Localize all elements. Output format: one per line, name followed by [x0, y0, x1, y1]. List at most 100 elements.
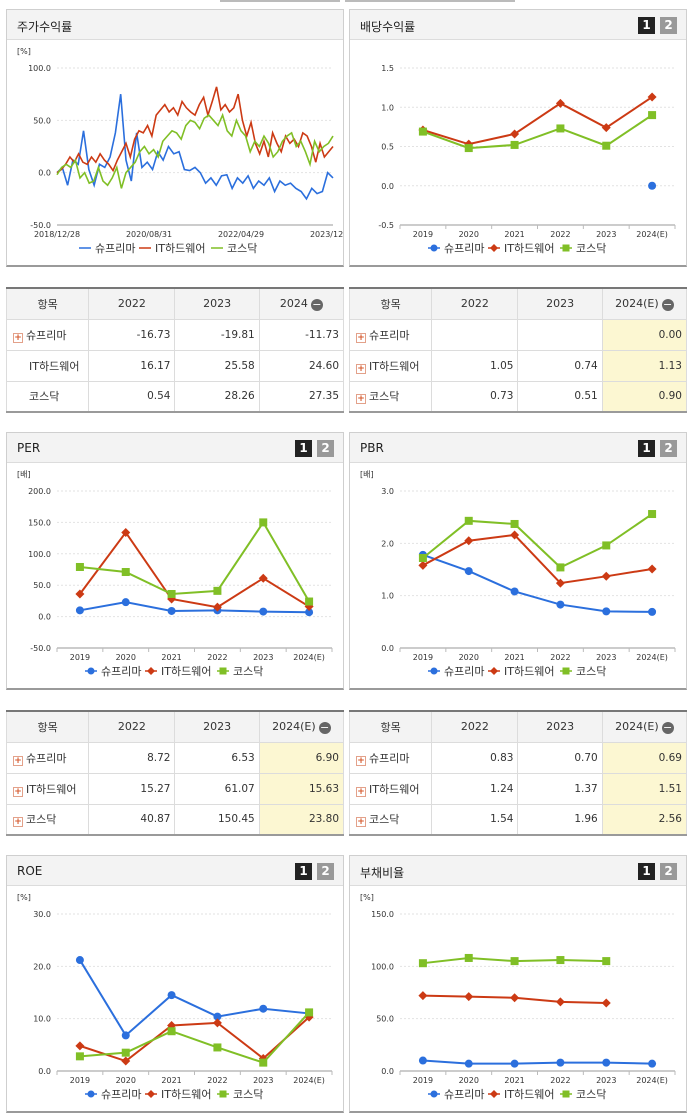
expand-plus-icon[interactable]: +	[356, 817, 366, 828]
y-tick-label: 0.0	[38, 613, 51, 622]
data-point	[305, 597, 314, 606]
expand-plus-icon[interactable]: +	[13, 755, 23, 766]
debt-ratio-panel: 부채비율 1 2 [%] 150.0 100.0 50.0 0.0 2019 2020 202…	[349, 855, 687, 1113]
column-header: 항목	[5, 287, 90, 320]
data-point	[555, 578, 565, 588]
tab-button-1[interactable]: 1	[638, 863, 655, 880]
column-header: 2024(E) −	[601, 287, 688, 320]
table-cell: 0.90	[601, 380, 688, 413]
data-point	[418, 553, 427, 562]
expand-plus-icon[interactable]: +	[356, 394, 366, 405]
panel-title: PBR	[360, 441, 384, 455]
panel-header: 배당수익률 1 2	[350, 10, 686, 40]
data-point	[556, 600, 565, 609]
data-point	[259, 1004, 268, 1013]
collapse-minus-icon[interactable]: −	[310, 297, 323, 311]
data-point	[647, 564, 657, 574]
table-cell: 0.54	[88, 380, 176, 413]
data-point	[510, 957, 519, 966]
tab-button-1[interactable]: 1	[295, 440, 312, 457]
collapse-minus-icon[interactable]: −	[661, 297, 674, 311]
row-label-text: 코스닥	[369, 813, 400, 827]
legend-marker	[490, 667, 498, 675]
panel-title: ROE	[17, 864, 43, 878]
column-header-label: 2023	[203, 297, 232, 311]
expand-plus-icon[interactable]: +	[356, 332, 366, 343]
x-tick-label: 2023/12/28	[310, 230, 343, 239]
x-tick-label: 2022	[207, 1076, 227, 1085]
collapse-minus-icon[interactable]: −	[661, 720, 674, 734]
data-point	[556, 956, 565, 965]
table-cell: 16.17	[88, 349, 176, 382]
expand-plus-icon[interactable]: +	[13, 332, 23, 343]
row-label: + IT하드웨어	[348, 349, 433, 382]
y-tick-label: 10.0	[33, 1015, 51, 1024]
table-cell: 61.07	[174, 772, 260, 805]
column-header-label: 2023	[546, 720, 575, 734]
data-point	[418, 560, 428, 570]
tab-button-2[interactable]: 2	[660, 17, 677, 34]
data-point	[510, 530, 520, 540]
table-cell: 25.58	[174, 349, 260, 382]
expand-plus-icon[interactable]: +	[356, 786, 366, 797]
dividend-table: 항목 2022 2023 2024(E) − + 슈프리마 0.00 + IT하드웨어 1.05 0.…	[348, 287, 688, 413]
series-line	[422, 1059, 653, 1065]
x-tick-label: 2024(E)	[293, 653, 325, 662]
y-tick-label: 150.0	[371, 910, 394, 919]
stock-return-table: 항목 2022 2023 2024− + 슈프리마 -16.73 -19.81 -11.73 IT…	[5, 287, 345, 413]
data-point	[556, 124, 565, 133]
legend-label: 슈프리마	[101, 665, 141, 678]
y-tick-label: 50.0	[33, 581, 51, 590]
row-label: + 코스닥	[5, 803, 90, 836]
tab-button-2[interactable]: 2	[317, 863, 334, 880]
table-row: + 슈프리마 8.72 6.53 6.90	[5, 741, 345, 774]
data-point	[212, 1018, 222, 1028]
roe-chart: [%]30.0 20.0 10.0 0.0 2019 2020 2021 2022 2023 20…	[17, 893, 333, 1101]
tab-button-2[interactable]: 2	[317, 440, 334, 457]
row-label-text: 슈프리마	[369, 328, 410, 342]
legend-label: IT하드웨어	[504, 664, 554, 678]
data-point	[167, 594, 177, 604]
table-header-row: 항목 2022 2023 2024(E) −	[5, 710, 345, 743]
legend-marker	[87, 1090, 95, 1098]
data-point	[121, 527, 131, 537]
x-tick-label: 2020/08/31	[126, 230, 172, 239]
per-panel: PER 1 2 [배] 200.0 150.0 100.0 50.0 0.0 -50.0 20…	[6, 432, 344, 690]
tab-button-2[interactable]: 2	[660, 440, 677, 457]
row-label-text: 코스닥	[26, 813, 57, 827]
x-tick-label: 2020	[459, 653, 479, 662]
y-tick-label: -50.0	[30, 221, 51, 230]
table-cell: 0.00	[601, 318, 688, 351]
table-cell	[517, 318, 603, 351]
collapse-minus-icon[interactable]: −	[318, 720, 331, 734]
x-tick-label: 2020	[459, 230, 479, 239]
data-point	[121, 598, 130, 607]
panel-header: 부채비율 1 2	[350, 856, 686, 886]
tab-button-1[interactable]: 1	[638, 440, 655, 457]
table-row: + 슈프리마 -16.73 -19.81 -11.73	[5, 318, 345, 351]
x-tick-label: 2021	[504, 230, 524, 239]
tab-button-1[interactable]: 1	[638, 17, 655, 34]
tab-button-1[interactable]: 1	[295, 863, 312, 880]
row-label-text: 코스닥	[369, 390, 400, 404]
expand-plus-icon[interactable]: +	[13, 786, 23, 797]
panel-header: ROE 1 2	[7, 856, 343, 886]
chart-legend: 슈프리마 IT하드웨어 코스닥	[79, 241, 257, 255]
series-line	[79, 520, 310, 603]
column-header-label: 2023	[546, 297, 575, 311]
data-point	[648, 510, 657, 519]
legend-label: 코스닥	[576, 1088, 606, 1101]
expand-plus-icon[interactable]: +	[356, 755, 366, 766]
x-tick-label: 2024(E)	[636, 1076, 668, 1085]
data-point	[601, 998, 611, 1008]
tab-button-2[interactable]: 2	[660, 863, 677, 880]
expand-plus-icon[interactable]: +	[13, 817, 23, 828]
x-tick-label: 2020	[116, 1076, 136, 1085]
column-header-label: 항목	[380, 720, 401, 734]
expand-plus-icon[interactable]: +	[356, 363, 366, 374]
x-tick-label: 2022	[550, 230, 570, 239]
data-point	[556, 1058, 565, 1067]
table-cell	[431, 318, 519, 351]
y-tick-label: 150.0	[28, 518, 51, 527]
x-tick-label: 2023	[596, 230, 616, 239]
